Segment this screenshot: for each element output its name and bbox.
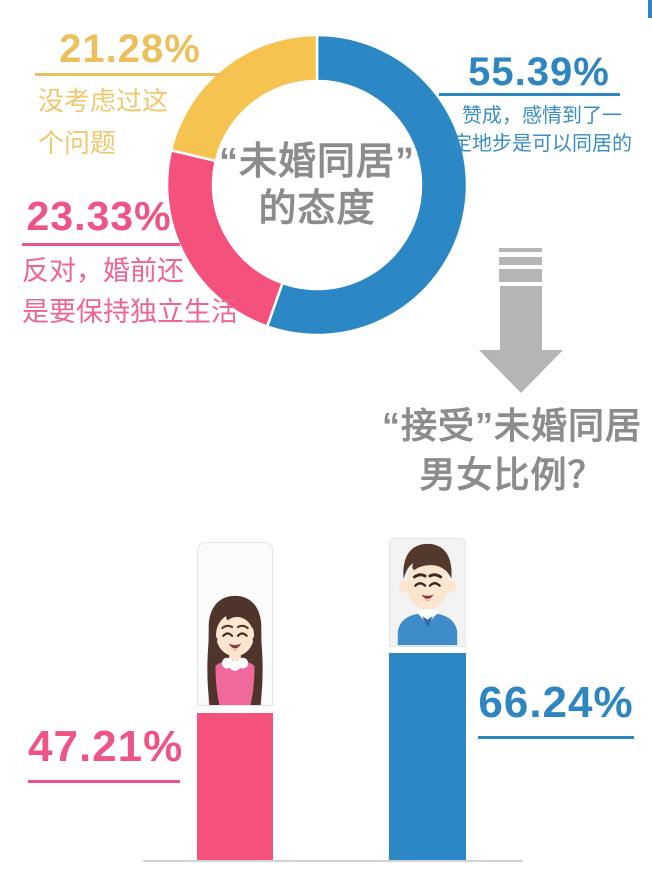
- approve-caption: 赞成，感情到了一 定地步是可以同居的: [444, 102, 640, 158]
- donut-slice-not-considered: [169, 33, 319, 163]
- male-avatar-column: [389, 538, 466, 647]
- donut-center-line2: 的态度: [258, 188, 376, 230]
- gender-ratio-heading: “接受”未婚同居 男女比例？: [370, 401, 652, 499]
- heading-line1: “接受”未婚同居: [381, 405, 642, 446]
- approve-leader-line: [439, 93, 620, 96]
- caption-line: 是要保持独立生活: [22, 297, 238, 327]
- heading-line2: 男女比例？: [419, 454, 605, 495]
- caption-line: 赞成，感情到了一: [462, 105, 622, 127]
- female-pct-label: 47.21%: [28, 722, 182, 783]
- donut-chart: [165, 33, 469, 337]
- donut-center-line1: “未婚同居”: [218, 141, 415, 183]
- oppose-leader-line: [22, 243, 180, 246]
- neutral-caption: 没考虑过这 个问题: [38, 80, 168, 164]
- male-avatar-icon: [397, 543, 458, 646]
- female-bar: [197, 713, 273, 862]
- oppose-caption: 反对，婚前还 是要保持独立生活: [22, 251, 238, 333]
- donut-slice-approve: [265, 33, 469, 337]
- female-avatar-icon: [207, 595, 263, 705]
- cropped-blue-mark: [648, 0, 652, 18]
- caption-line: 个问题: [38, 128, 117, 158]
- male-bar: [389, 653, 466, 862]
- down-arrow-icon: [479, 248, 563, 393]
- male-bar-group: [389, 538, 466, 862]
- neutral-pct-label: 21.28%: [59, 27, 201, 71]
- female-avatar-column: [197, 542, 273, 706]
- caption-line: 定地步是可以同居的: [452, 133, 632, 155]
- neutral-leader-line: [35, 73, 225, 76]
- approve-pct-label: 55.39%: [468, 50, 610, 94]
- male-pct-label: 66.24%: [478, 678, 634, 739]
- oppose-pct-label: 23.33%: [26, 193, 172, 239]
- female-bar-group: [197, 542, 273, 862]
- donut-center-title: “未婚同居” 的态度: [197, 139, 437, 233]
- caption-line: 反对，婚前还: [22, 256, 184, 286]
- bar-baseline: [143, 860, 523, 862]
- caption-line: 没考虑过这: [38, 86, 169, 116]
